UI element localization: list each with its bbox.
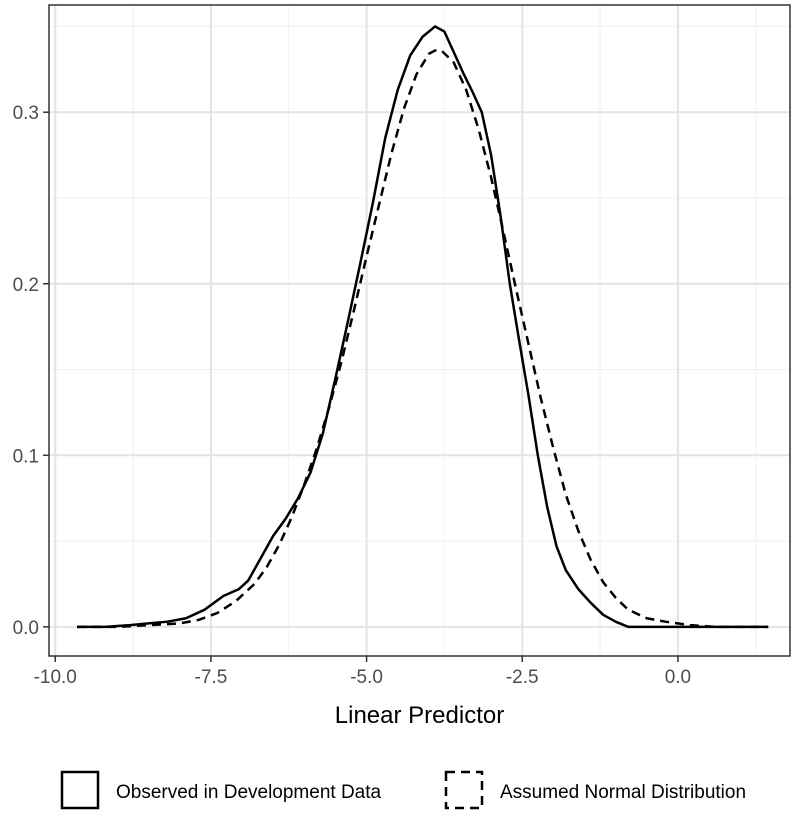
y-tick-label: 0.1 (13, 446, 39, 467)
x-tick-label: -2.5 (506, 667, 539, 688)
legend-label: Assumed Normal Distribution (500, 782, 746, 803)
y-tick-label: 0.2 (13, 275, 39, 296)
y-tick-label: 0.3 (13, 103, 39, 124)
x-axis-title: Linear Predictor (335, 702, 504, 729)
y-tick-label: 0.0 (13, 618, 39, 639)
x-axis-ticks: -10.0 -7.5 -5.0 -2.5 0.0 (34, 656, 692, 688)
x-tick-label: 0.0 (665, 667, 691, 688)
legend-key-solid (62, 772, 98, 808)
x-tick-label: -5.0 (350, 667, 383, 688)
x-tick-label: -7.5 (195, 667, 228, 688)
y-axis-ticks: 0.0 0.1 0.2 0.3 (13, 103, 49, 639)
legend-key-dashed (446, 772, 482, 808)
x-tick-label: -10.0 (34, 667, 77, 688)
legend-label: Observed in Development Data (116, 782, 382, 803)
legend: Observed in Development Data Assumed Norm… (62, 772, 746, 808)
